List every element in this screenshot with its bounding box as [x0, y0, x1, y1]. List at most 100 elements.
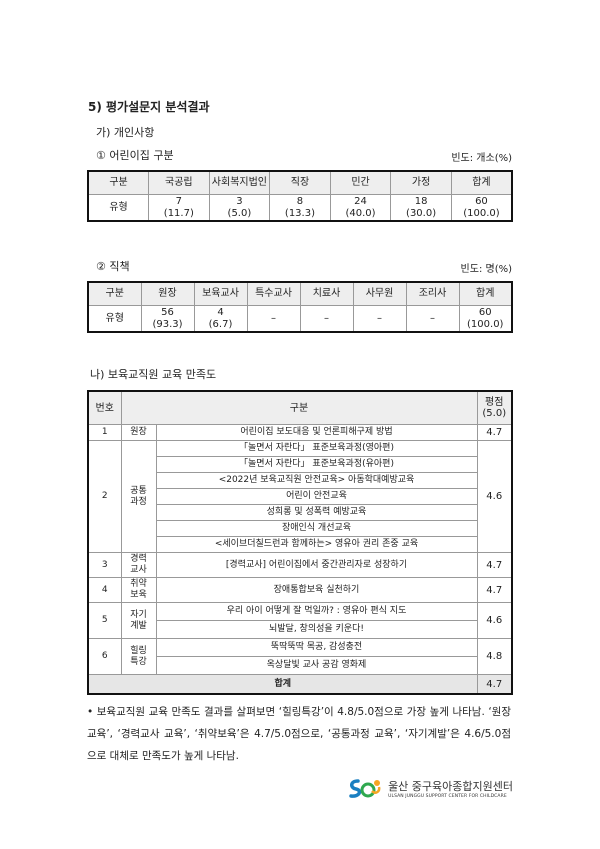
subsection-personal: 가) 개인사항	[96, 126, 155, 139]
value-cell: 60 (100.0)	[458, 305, 513, 333]
column-header: 조리사	[405, 281, 460, 306]
percent-value: (5.0)	[227, 207, 252, 219]
group-category: 원장	[120, 424, 157, 441]
count-value: 60	[478, 306, 492, 318]
course-title: 장애통합보육 실천하기	[155, 577, 478, 603]
header-no: 번호	[87, 390, 122, 425]
row-label: 유형	[87, 305, 142, 333]
score-label: 평점	[485, 397, 504, 408]
header-category: 구분	[120, 390, 478, 425]
table2-title: ② 직책	[96, 260, 130, 273]
percent-value: (30.0)	[406, 207, 437, 219]
table2-unit: 빈도: 명(%)	[460, 264, 512, 275]
percent-value: (11.7)	[163, 207, 194, 219]
header-row: 구분 원장 보육교사 특수교사 치료사 사무원 조리사 합계	[87, 281, 513, 306]
count-value: 4	[217, 306, 224, 318]
header-row: 번호 구분 평점 (5.0)	[87, 390, 513, 425]
group-category: 공통 과정	[120, 440, 157, 553]
header-score: 평점 (5.0)	[476, 390, 513, 425]
group-score: 4.7	[476, 552, 513, 578]
count-value: 60	[475, 195, 488, 207]
data-row: 유형 7 (11.7) 3 (5.0) 8 (13.3) 24 (40.0) 18 (30.0) 60…	[87, 194, 513, 222]
value-cell: –	[299, 305, 354, 333]
count-value: –	[324, 312, 329, 324]
value-cell: 56 (93.3)	[140, 305, 195, 333]
course-title: 어린이 안전교육	[155, 488, 478, 505]
group-number: 5	[87, 602, 122, 639]
percent-value: (93.3)	[152, 318, 183, 330]
course-title: <2022년 보육교직원 안전교육> 아동학대예방교육	[155, 472, 478, 489]
count-value: 3	[236, 195, 243, 207]
table-row: 옥상달빛 교사 공감 영화제	[88, 656, 512, 675]
total-row: 합계 4.7	[87, 674, 513, 695]
course-title: <세이브더칠드런과 함께하는> 영유아 권리 존중 교육	[155, 536, 478, 553]
total-score: 4.7	[476, 674, 513, 695]
course-title: 뇌발달, 창의성을 키운다!	[155, 620, 478, 639]
value-cell: 18 (30.0)	[390, 194, 452, 222]
value-cell: 3 (5.0)	[208, 194, 271, 222]
course-title: 어린이집 보도대응 및 언론피해구제 방법	[155, 424, 478, 441]
column-header: 합계	[450, 170, 513, 195]
header-row: 구분 국공립 사회복지법인 직장 민간 가정 합계	[87, 170, 513, 195]
value-cell: –	[405, 305, 460, 333]
course-title: 옥상달빛 교사 공감 영화제	[155, 656, 478, 675]
table-row: 4 취약 보육 장애통합보육 실천하기 4.7	[87, 577, 513, 603]
group-score: 4.6	[476, 440, 513, 553]
column-header: 구분	[87, 170, 150, 195]
count-value: 7	[175, 195, 183, 207]
subsection-satisfaction: 나) 보육교직원 교육 만족도	[90, 368, 217, 381]
group-number: 2	[87, 440, 122, 553]
group-number: 1	[87, 424, 122, 441]
value-cell: –	[352, 305, 407, 333]
group-number: 6	[87, 638, 122, 675]
value-cell: 4 (6.7)	[193, 305, 248, 333]
column-header: 사회복지법인	[208, 170, 271, 195]
table-row: 1 원장 어린이집 보도대응 및 언론피해구제 방법 4.7	[87, 424, 513, 441]
group-number: 3	[87, 552, 122, 578]
count-value: 18	[414, 195, 428, 207]
percent-value: (6.7)	[208, 318, 233, 330]
course-title: 우리 아이 어떻게 잘 먹일까? : 영유아 편식 지도	[155, 602, 478, 621]
column-header: 사무원	[352, 281, 407, 306]
total-label: 합계	[87, 674, 478, 695]
group-score: 4.8	[476, 638, 513, 675]
value-cell: 8 (13.3)	[269, 194, 331, 222]
table-row: 2 공통 과정 「놀면서 자란다」 표준보육과정(영아편) 4.6	[87, 440, 513, 553]
summary-paragraph: • 보육교직원 교육 만족도 결과를 살펴보면 ‘힐링특강’이 4.8/5.0점…	[87, 706, 511, 762]
column-header: 가정	[390, 170, 452, 195]
count-value: 56	[161, 306, 174, 318]
course-title: 「놀면서 자란다」 표준보육과정(영아편)	[155, 440, 478, 457]
count-value: –	[271, 312, 276, 324]
group-number: 4	[87, 577, 122, 603]
table-row: 6 힐링 특강 뚝딱뚝딱 목공, 감성충전 4.8	[87, 638, 513, 675]
percent-value: (100.0)	[463, 207, 500, 219]
value-cell: 24 (40.0)	[329, 194, 392, 222]
group-score: 4.6	[476, 602, 513, 639]
table-row: 3 경력 교사 [경력교사] 어린이집에서 중간관리자로 성장하기 4.7	[87, 552, 513, 578]
logo-name: 울산 중구육아종합지원센터	[388, 779, 513, 793]
count-value: –	[377, 312, 382, 324]
value-cell: –	[246, 305, 301, 333]
count-value: 24	[354, 195, 367, 207]
percent-value: (40.0)	[345, 207, 376, 219]
column-header: 민간	[329, 170, 392, 195]
course-title: 성희롱 및 성폭력 예방교육	[155, 504, 478, 521]
position-table: 구분 원장 보육교사 특수교사 치료사 사무원 조리사 합계 유형 56 (93.3) 4 (6.7) –…	[87, 281, 513, 333]
group-category: 자기 계발	[120, 602, 157, 639]
column-header: 원장	[140, 281, 195, 306]
group-score: 4.7	[476, 577, 513, 603]
table-row: 5 자기 계발 우리 아이 어떻게 잘 먹일까? : 영유아 편식 지도 4.6	[87, 602, 513, 639]
course-title: 장애인식 개선교육	[155, 520, 478, 537]
table1-unit: 빈도: 개소(%)	[451, 153, 512, 164]
group-score: 4.7	[476, 424, 513, 441]
section-heading: 5) 평가설문지 분석결과	[88, 100, 210, 114]
percent-value: (13.3)	[284, 207, 315, 219]
percent-value: (100.0)	[467, 318, 504, 330]
group-category: 힐링 특강	[120, 638, 157, 675]
logo-subtitle: ULSAN JUNGGU SUPPORT CENTER FOR CHILDCAR…	[388, 793, 507, 799]
column-header: 국공립	[148, 170, 210, 195]
satisfaction-section: 번호 구분 평점 (5.0) 1 원장 어린이집 보도대응 및 언론피해구제 방법 4.7 2 공…	[87, 390, 513, 799]
row-label: 유형	[87, 194, 150, 222]
group-category: 취약 보육	[120, 577, 157, 603]
column-header: 합계	[458, 281, 513, 306]
